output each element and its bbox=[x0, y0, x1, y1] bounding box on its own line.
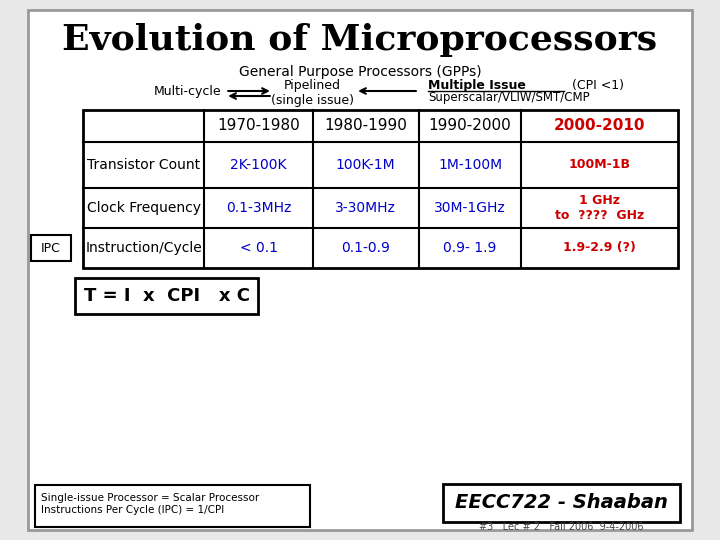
FancyBboxPatch shape bbox=[31, 235, 71, 261]
Text: 2000-2010: 2000-2010 bbox=[554, 118, 645, 133]
Text: 1980-1990: 1980-1990 bbox=[324, 118, 407, 133]
FancyBboxPatch shape bbox=[35, 485, 310, 527]
Text: 1M-100M: 1M-100M bbox=[438, 158, 502, 172]
Text: Superscalar/VLIW/SMT/CMP: Superscalar/VLIW/SMT/CMP bbox=[428, 91, 590, 104]
FancyBboxPatch shape bbox=[28, 10, 692, 530]
Text: Single-issue Processor = Scalar Processor
Instructions Per Cycle (IPC) = 1/CPI: Single-issue Processor = Scalar Processo… bbox=[41, 493, 260, 515]
Text: 1970-1980: 1970-1980 bbox=[217, 118, 300, 133]
Text: 100K-1M: 100K-1M bbox=[336, 158, 395, 172]
Text: 30M-1GHz: 30M-1GHz bbox=[434, 201, 506, 215]
Bar bbox=[83, 110, 678, 268]
Text: #3   Lec # 2   Fall 2006  9-4-2006: #3 Lec # 2 Fall 2006 9-4-2006 bbox=[479, 522, 643, 532]
Text: 1.9-2.9 (?): 1.9-2.9 (?) bbox=[563, 241, 636, 254]
Text: EECC722 - Shaaban: EECC722 - Shaaban bbox=[454, 494, 667, 512]
Text: Multiple Issue: Multiple Issue bbox=[428, 79, 526, 92]
Text: 0.9- 1.9: 0.9- 1.9 bbox=[444, 241, 497, 255]
Text: 1990-2000: 1990-2000 bbox=[428, 118, 511, 133]
Text: < 0.1: < 0.1 bbox=[240, 241, 277, 255]
Text: Clock Frequency: Clock Frequency bbox=[86, 201, 201, 215]
Text: Transistor Count: Transistor Count bbox=[87, 158, 200, 172]
Text: 2K-100K: 2K-100K bbox=[230, 158, 287, 172]
Text: IPC: IPC bbox=[41, 241, 60, 254]
Text: T = I  x  CPI   x C: T = I x CPI x C bbox=[84, 287, 250, 305]
Text: Pipelined
(single issue): Pipelined (single issue) bbox=[271, 79, 354, 107]
Text: 100M-1B: 100M-1B bbox=[569, 159, 631, 172]
Text: Evolution of Microprocessors: Evolution of Microprocessors bbox=[63, 23, 657, 57]
Text: 0.1-3MHz: 0.1-3MHz bbox=[226, 201, 291, 215]
Text: Instruction/Cycle: Instruction/Cycle bbox=[86, 241, 202, 255]
Text: General Purpose Processors (GPPs): General Purpose Processors (GPPs) bbox=[239, 65, 481, 79]
FancyBboxPatch shape bbox=[76, 278, 258, 314]
Text: 3-30MHz: 3-30MHz bbox=[336, 201, 396, 215]
Text: Multi-cycle: Multi-cycle bbox=[153, 84, 221, 98]
FancyBboxPatch shape bbox=[443, 484, 680, 522]
Text: 0.1-0.9: 0.1-0.9 bbox=[341, 241, 390, 255]
Text: 1 GHz
to  ????  GHz: 1 GHz to ???? GHz bbox=[555, 194, 644, 222]
Text: (CPI <1): (CPI <1) bbox=[564, 79, 624, 92]
